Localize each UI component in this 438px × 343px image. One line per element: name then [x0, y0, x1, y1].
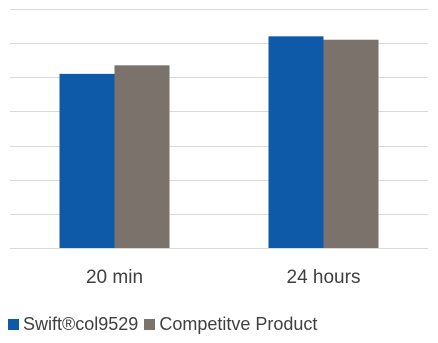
x-tick-label: 20 min [86, 267, 143, 288]
legend-item: Swift®col9529 [8, 314, 138, 335]
legend: Swift®col9529 Competitve Product [8, 314, 323, 335]
bar-1-2 [268, 36, 324, 248]
x-axis-tick-labels: 20 min 24 hours [86, 267, 360, 288]
bar-2-2 [323, 39, 379, 248]
legend-item: Competitve Product [144, 314, 317, 335]
bar-2-1 [114, 65, 170, 248]
x-tick-label: 24 hours [287, 267, 361, 288]
legend-label: Swift®col9529 [23, 314, 139, 334]
legend-swatch [8, 319, 19, 330]
legend-swatch [144, 319, 156, 330]
bar-1-1 [59, 73, 115, 248]
legend-label: Competitve Product [159, 314, 318, 334]
bars [59, 36, 379, 248]
